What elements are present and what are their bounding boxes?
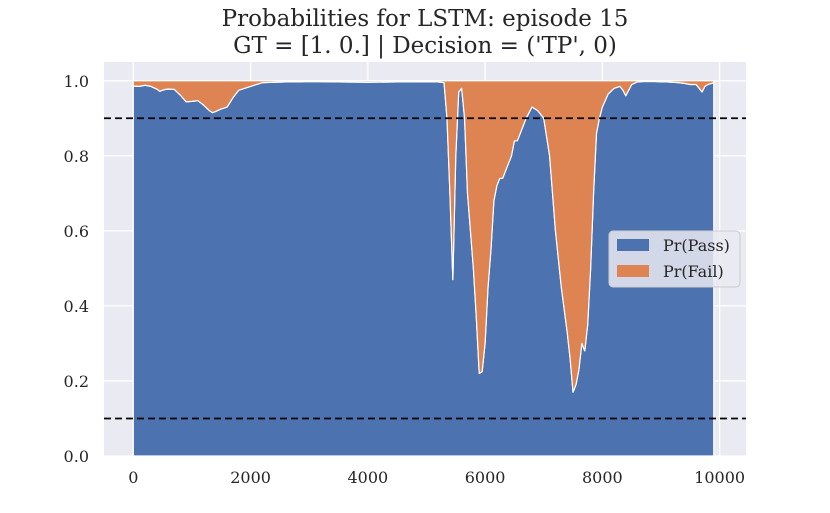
x-tick-label: 6000: [465, 468, 506, 487]
x-tick-label: 2000: [230, 468, 271, 487]
legend-label: Pr(Fail): [663, 262, 724, 281]
y-tick-label: 1.0: [64, 72, 89, 91]
area-pr-fail: [132, 80, 715, 393]
area-layers: [132, 80, 715, 457]
x-axis-ticks: 0 2000 4000 6000 8000 10000: [128, 468, 745, 487]
chart-title: Probabilities for LSTM: episode 15: [222, 6, 629, 32]
threshold-lines: [104, 117, 746, 420]
y-tick-label: 0.6: [64, 222, 89, 241]
chart-subtitle: GT = [1. 0.] | Decision = ('TP', 0): [233, 33, 617, 59]
y-tick-label: 0.4: [64, 297, 89, 316]
legend-swatch: [617, 239, 649, 251]
y-tick-label: 0.0: [64, 447, 89, 466]
y-axis-ticks: 0.0 0.2 0.4 0.6 0.8 1.0: [64, 72, 89, 466]
legend-swatch: [617, 265, 649, 277]
x-tick-label: 0: [128, 468, 138, 487]
x-tick-label: 4000: [347, 468, 388, 487]
y-tick-label: 0.2: [64, 372, 89, 391]
y-tick-label: 0.8: [64, 147, 89, 166]
legend: Pr(Pass) Pr(Fail): [608, 230, 741, 288]
x-tick-label: 8000: [582, 468, 623, 487]
legend-label: Pr(Pass): [663, 236, 730, 255]
x-tick-label: 10000: [694, 468, 745, 487]
